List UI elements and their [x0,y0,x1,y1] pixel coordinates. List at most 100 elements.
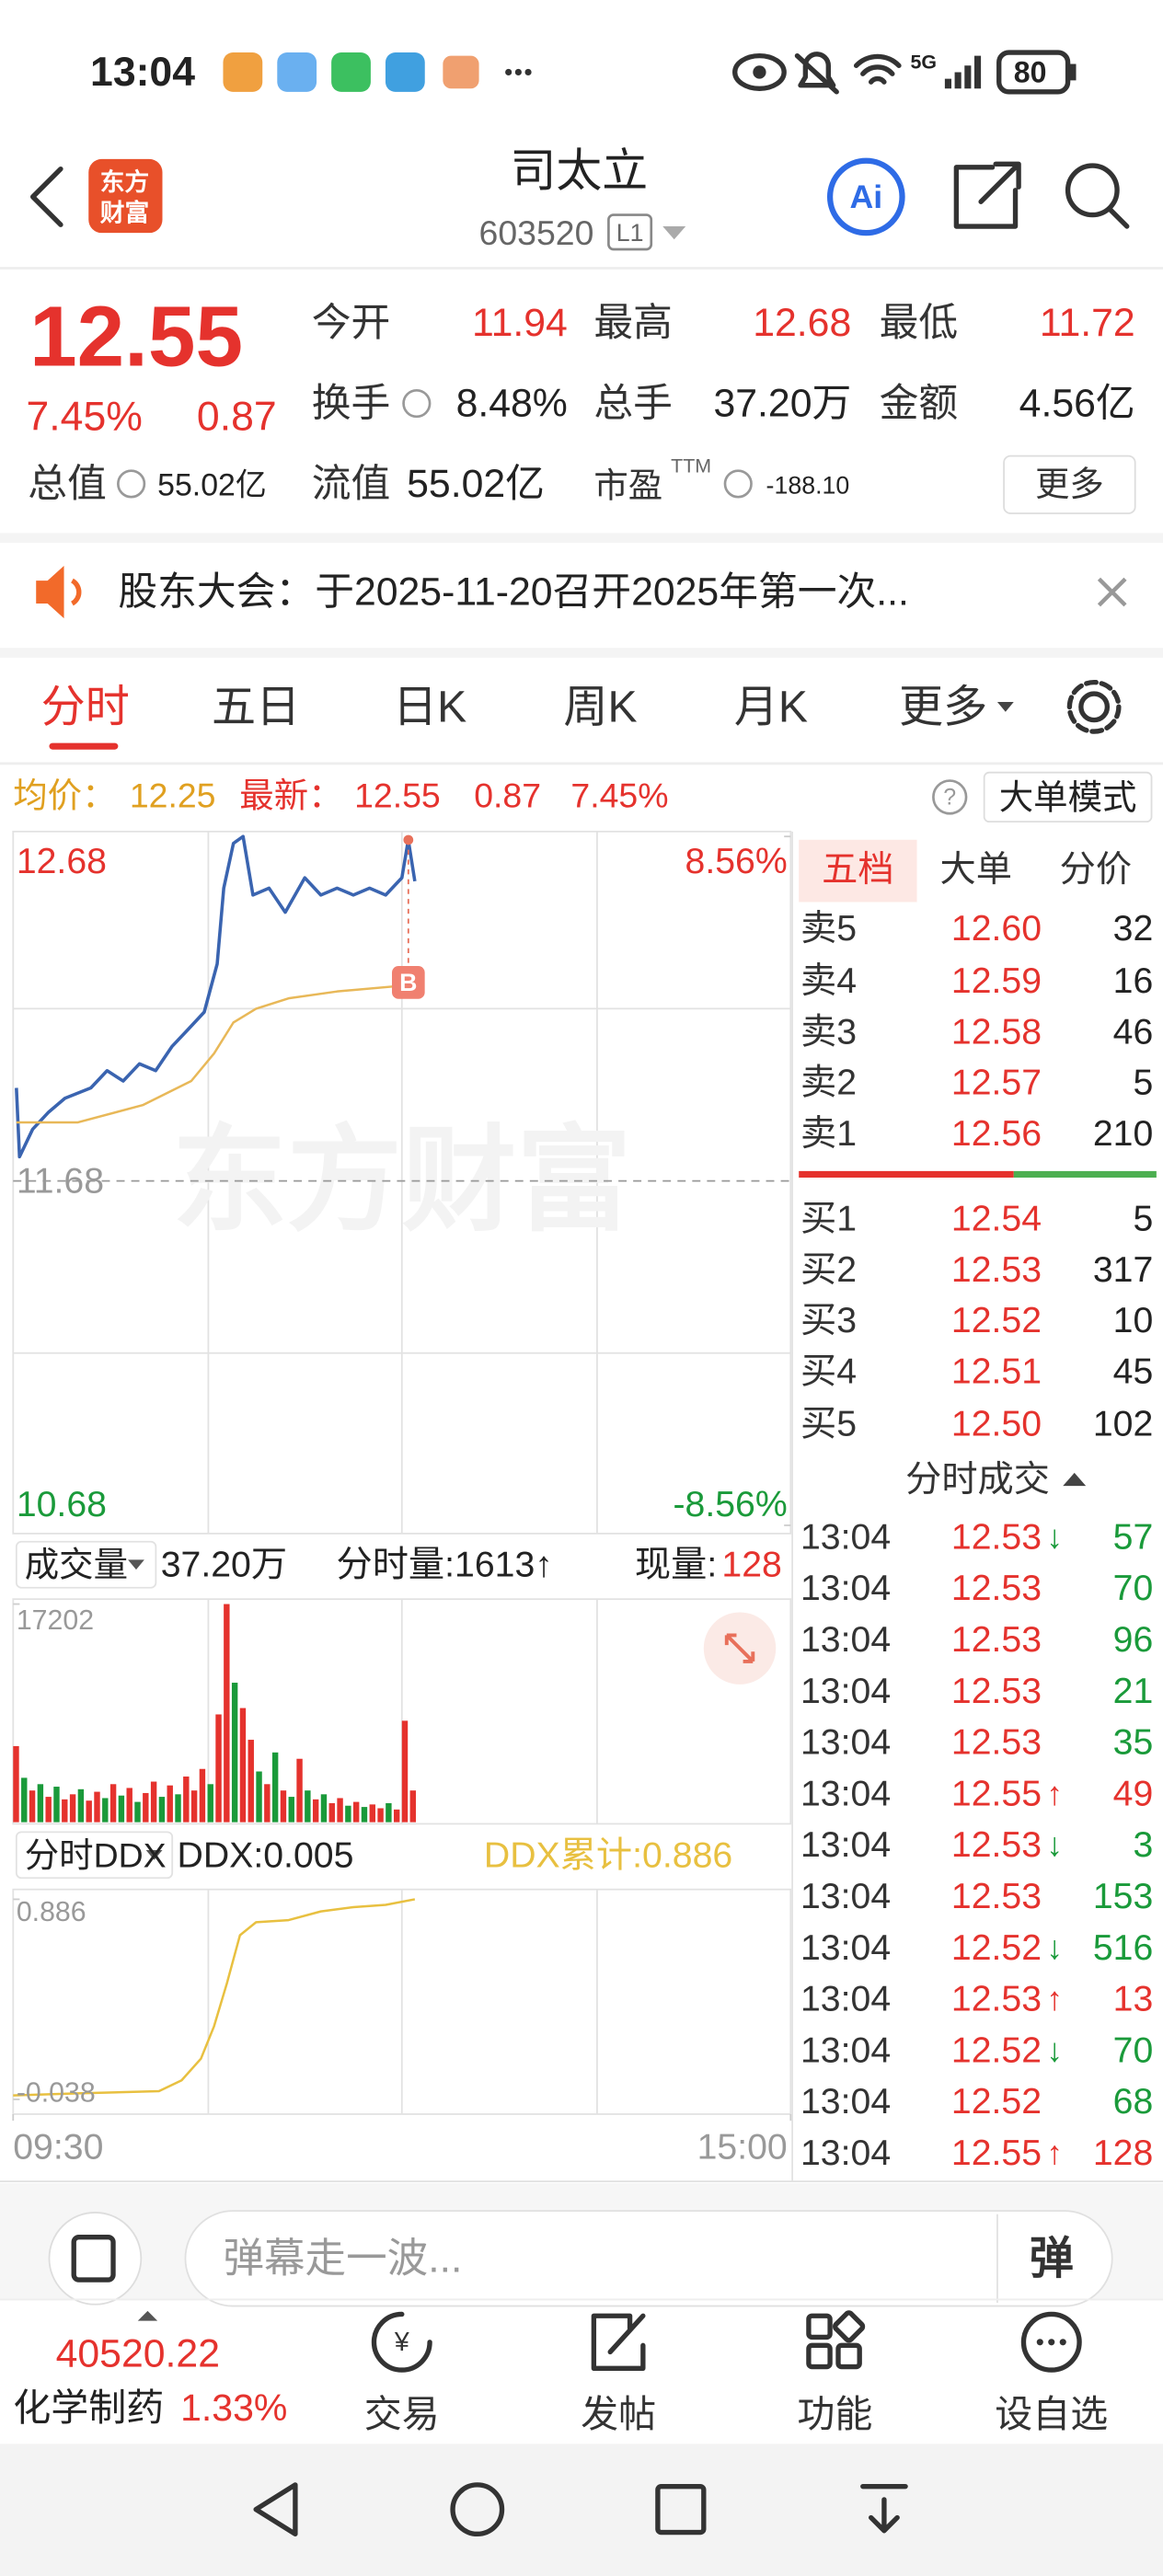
sector-change: 1.33% [180,2386,287,2429]
volume-bar [345,1805,351,1823]
book-price: 12.52 [951,1300,1042,1340]
separator [0,648,1163,658]
trade-time: 13:04 [800,1516,891,1557]
current-volume-label: 现量: [635,1545,717,1585]
nav-home[interactable] [450,2482,505,2537]
minute-volume: 分时量:1613↑ [336,1545,552,1585]
share-button[interactable] [953,161,1021,229]
trade-price: 12.53 [951,1671,1042,1711]
latest-label: 最新： [239,776,342,815]
back-button[interactable] [29,166,63,227]
volume-bar [45,1797,52,1823]
field-label: 今开 [312,301,391,345]
trade-time: 13:04 [800,1876,891,1916]
quote-icons [117,388,1136,514]
trade-volume: 96 [1113,1619,1154,1660]
book-ratio-sell [799,1170,1014,1179]
trade-price: 12.53 [951,1619,1042,1660]
y-tick-label: 11.68 [17,1161,104,1202]
book-volume: 10 [1113,1300,1154,1340]
comment-placeholder[interactable]: 弹幕走一波... [223,2236,462,2281]
book-volume: 102 [1093,1403,1153,1443]
y2-tick-label: 8.56% [685,841,788,881]
volume-bar [118,1795,125,1823]
book-volume: 317 [1093,1249,1153,1290]
search-button[interactable] [1065,163,1120,218]
y2-tick-label: -8.56% [673,1484,787,1524]
book-label: 卖4 [800,960,857,1001]
stock-code: 603520 [479,213,594,252]
tab[interactable]: 分时 [41,682,130,731]
trade-price: 12.52 [951,2081,1042,2122]
nav-menu[interactable] [860,2483,908,2534]
y-tick-label: 0.886 [17,1897,86,1927]
book-tab[interactable]: 大单 [940,849,1012,890]
book-tab[interactable]: 五档 [822,849,893,890]
x-tick-label: 15:00 [697,2127,788,2168]
book-volume: 32 [1113,908,1154,949]
settings-button[interactable] [1066,679,1122,734]
ddx-total: DDX累计:0.886 [484,1834,732,1875]
volume-selector[interactable]: 成交量 [25,1546,128,1584]
book-volume: 45 [1113,1351,1154,1391]
ai-button[interactable] [826,157,905,236]
ddx-selector[interactable]: 分时DDX [25,1835,167,1874]
book-label: 卖5 [800,908,857,949]
notice-text[interactable]: 股东大会：于2025-11-20召开2025年第一次... [118,570,909,615]
book-price: 12.58 [951,1011,1042,1052]
trade-volume: 70 [1113,2030,1154,2070]
mode-button[interactable] [983,771,1153,823]
sector-name: 化学制药 [13,2386,164,2429]
mode-button-label[interactable]: 大单模式 [999,777,1137,816]
volume-bar [239,1708,247,1823]
trade-volume: 21 [1113,1671,1154,1711]
book-volume: 16 [1113,960,1154,1001]
comment-button[interactable]: 弹 [1030,2234,1074,2283]
volume-bar [328,1802,335,1823]
book-price: 12.53 [951,1249,1042,1290]
field-value: 4.56亿 [1019,382,1135,426]
field-label: 金额 [880,382,959,426]
trade-time: 13:04 [800,2030,891,2070]
comment-input[interactable] [184,2210,1113,2307]
latest-change-pct: 7.45% [570,776,668,815]
volume-bar [21,1777,28,1823]
y-tick-label: -0.038 [17,2077,96,2108]
index-value: 40520.22 [56,2331,220,2375]
trade-price: 12.52 [951,2030,1042,2070]
tab[interactable]: 五日 [212,682,300,731]
ddx-value: DDX:0.005 [178,1834,354,1875]
comment-icons [48,2210,1113,2307]
volume-bar [231,1683,238,1823]
avg-label: 均价： [13,776,116,815]
book-price: 12.51 [951,1351,1042,1391]
field-label: 市盈 [593,466,662,505]
trade-volume: 3 [1133,1824,1153,1865]
nav-back[interactable] [253,2482,298,2537]
logo[interactable] [88,158,163,234]
field-label: 总值 [28,462,107,506]
status-battery: 80 [1014,55,1047,88]
volume-bar [190,1790,198,1823]
tab[interactable]: 日K [393,682,466,731]
nav-recent[interactable] [655,2483,707,2536]
tab[interactable]: 周K [563,682,637,731]
volume-bar [86,1800,92,1823]
trade-direction: ↓ [1046,1518,1063,1555]
volume-bar [143,1792,149,1823]
status-network: 5G [910,52,937,74]
volume-bar [280,1790,287,1823]
field-label: 最低 [880,301,959,345]
bottom-nav-item[interactable]: 功能 [797,2393,872,2435]
bottom-nav-item[interactable]: 交易 [364,2393,440,2435]
tab[interactable]: 月K [734,682,808,731]
more-button[interactable] [1003,454,1136,514]
notice-close[interactable] [1097,577,1127,607]
volume-bar [248,1740,254,1823]
bottom-nav-item[interactable]: 设自选 [995,2393,1108,2435]
tab[interactable]: 更多 [899,682,987,731]
book-tab[interactable]: 分价 [1060,849,1132,890]
bottom-nav-item[interactable]: 发帖 [581,2393,656,2435]
more-button-label[interactable]: 更多 [1035,465,1104,503]
